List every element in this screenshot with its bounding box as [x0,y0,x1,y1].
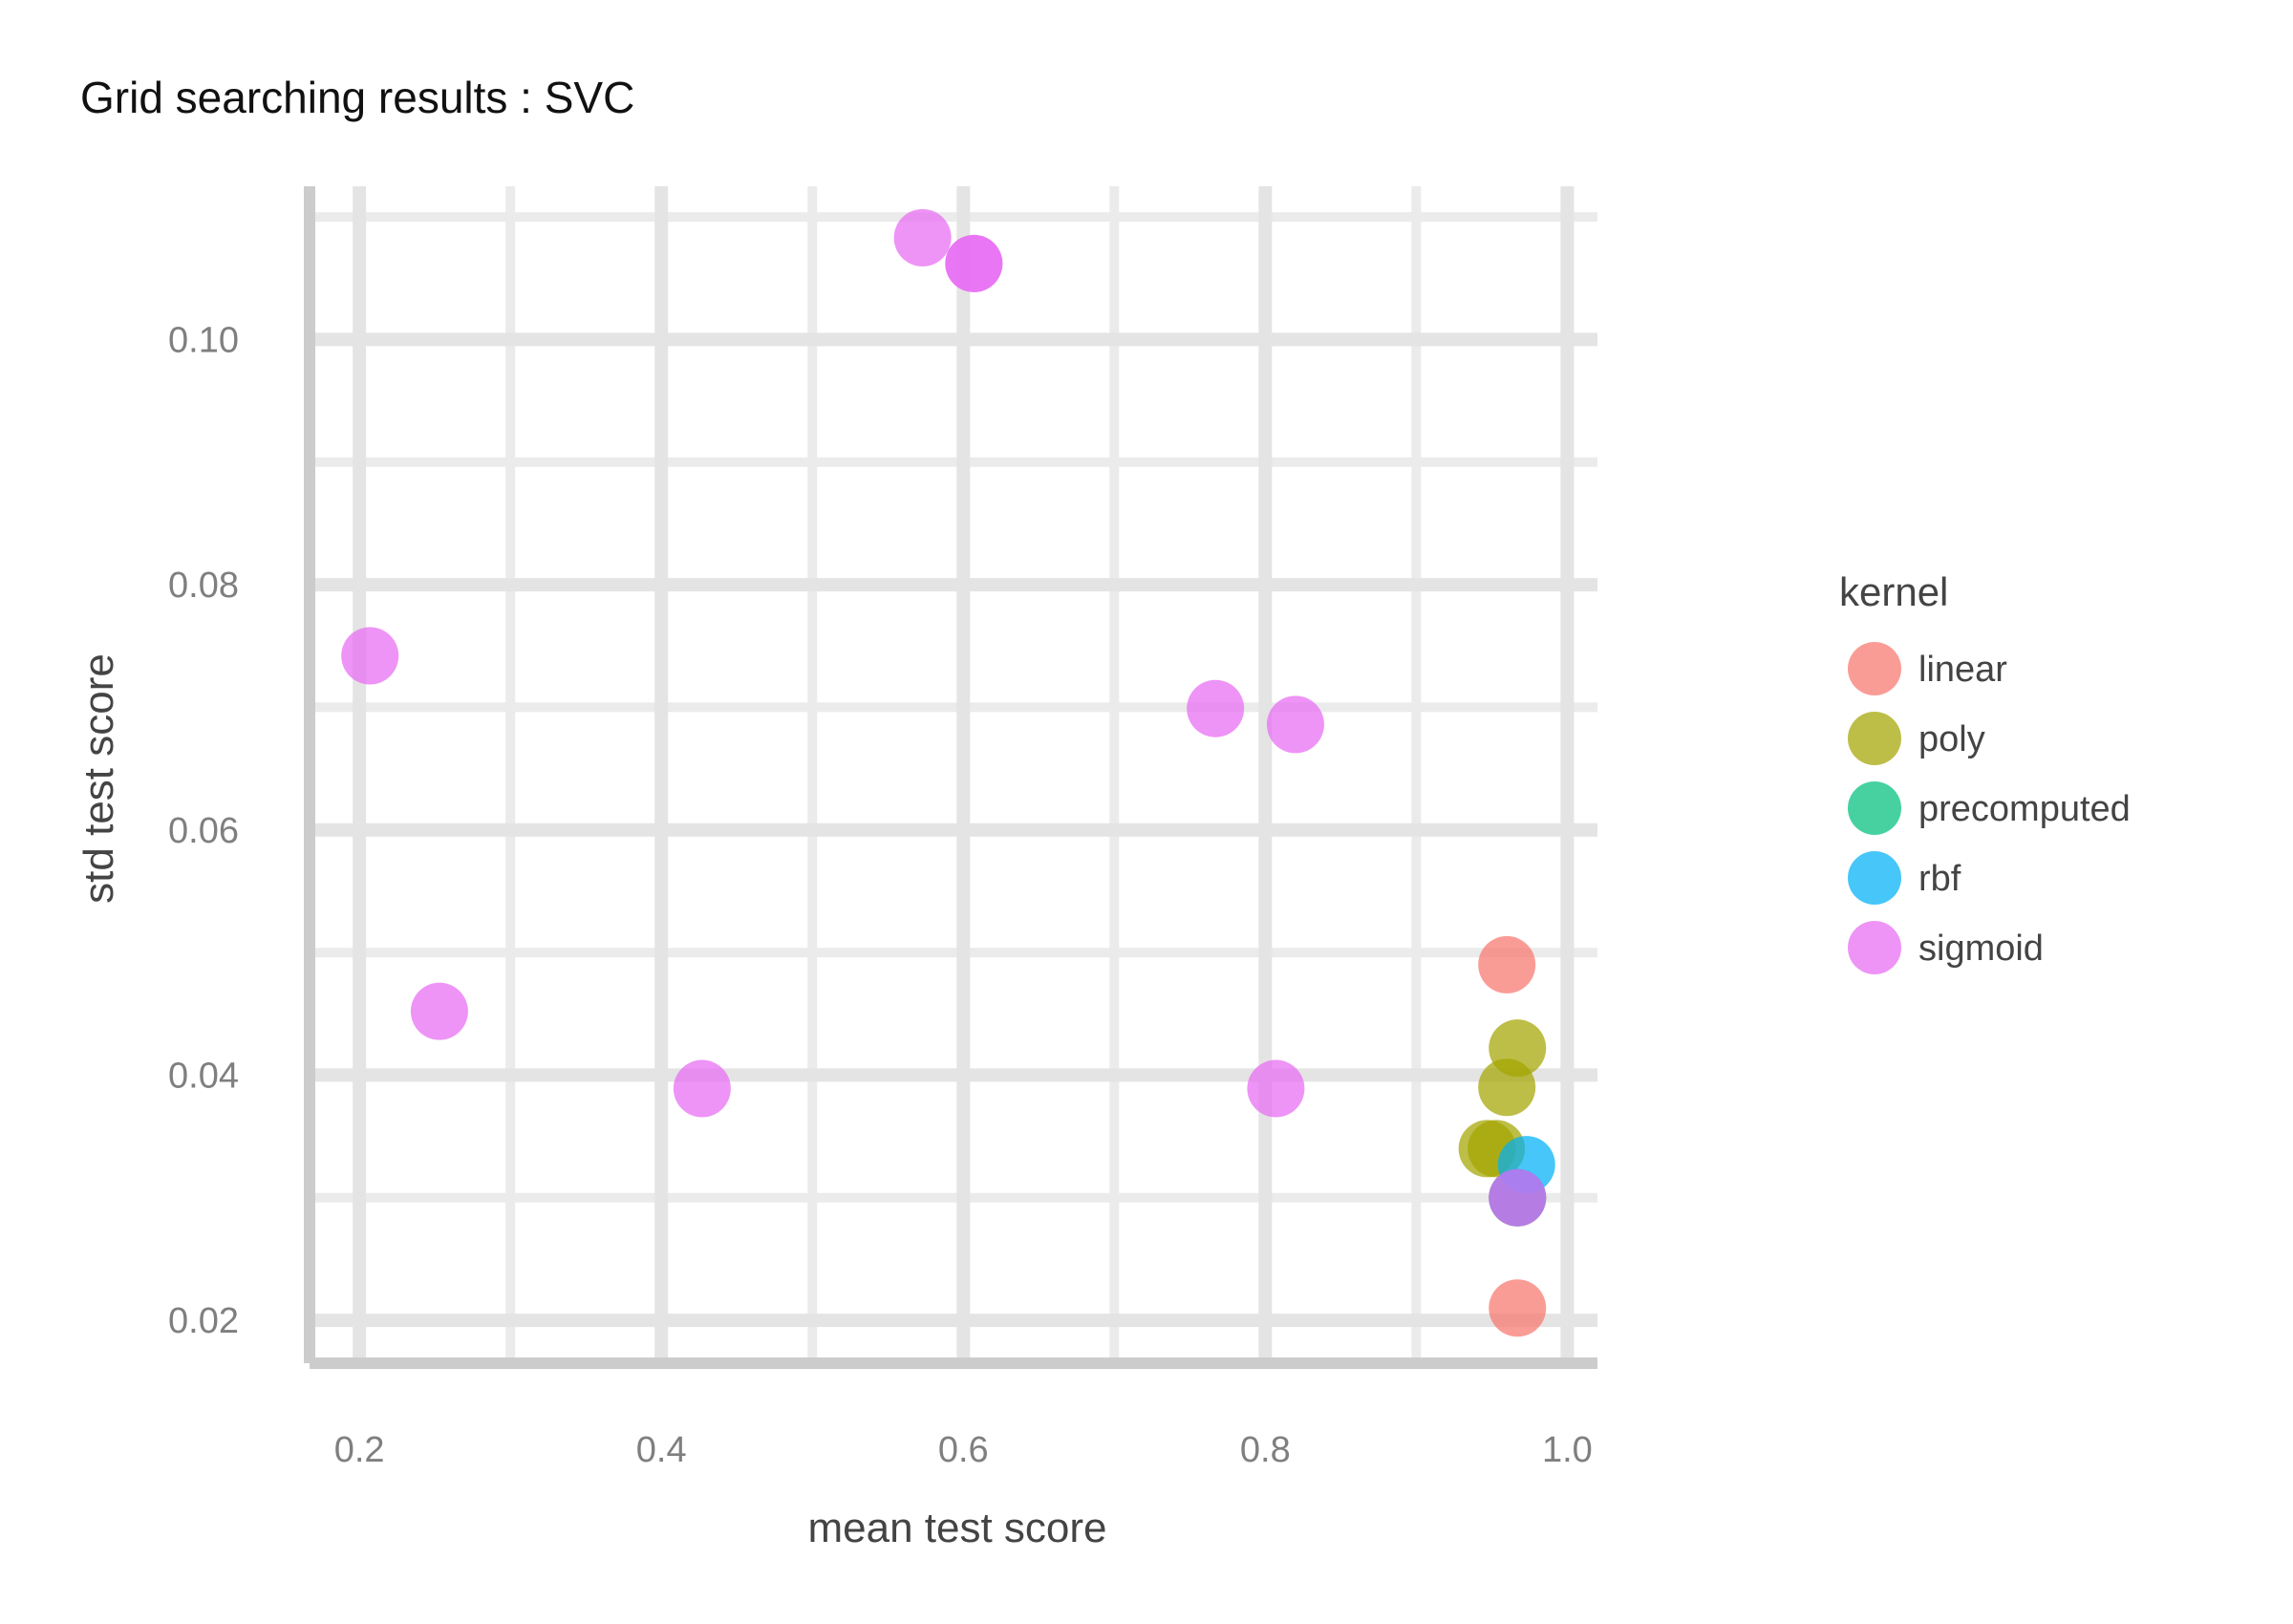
y-tick-labels: 0.02 0.04 0.06 0.08 0.10 [168,320,239,1341]
legend: kernel linear poly precomputed rbf sigmoid [1839,569,2131,974]
point-linear [1489,1279,1547,1337]
point-sigmoid [893,208,952,267]
point-sigmoid [1187,679,1245,737]
x-tick-label: 0.4 [636,1430,687,1470]
point-sigmoid [1247,1059,1305,1118]
legend-label-linear: linear [1918,650,2007,690]
axes [304,186,1597,1369]
y-axis-title: std test score [75,653,122,904]
legend-label-poly: poly [1918,719,1985,759]
x-tick-labels: 0.2 0.4 0.6 0.8 1.0 [334,1430,1593,1470]
point-linear [1478,935,1536,994]
legend-items: linear poly precomputed rbf sigmoid [1848,642,2131,974]
y-tick-label: 0.08 [168,566,239,606]
x-tick-label: 0.6 [938,1430,989,1470]
y-tick-label: 0.02 [168,1301,239,1341]
grid-lines [310,186,1597,1363]
point-sigmoid [1489,1168,1547,1227]
legend-key-linear [1848,642,1901,695]
data-points [341,208,1555,1337]
legend-key-poly [1848,712,1901,765]
legend-title: kernel [1839,569,1948,614]
legend-label-rbf: rbf [1918,859,1961,899]
x-tick-label: 0.2 [334,1430,385,1470]
y-tick-label: 0.10 [168,320,239,360]
legend-key-rbf [1848,851,1901,905]
chart-title: Grid searching results : SVC [80,73,634,122]
point-sigmoid [410,982,468,1040]
point-sigmoid [1266,695,1324,754]
x-tick-label: 1.0 [1542,1430,1593,1470]
x-tick-label: 0.8 [1240,1430,1291,1470]
x-axis-title: mean test score [807,1505,1106,1551]
y-tick-label: 0.06 [168,811,239,851]
legend-label-precomputed: precomputed [1918,789,2131,829]
legend-key-precomputed [1848,781,1901,835]
point-sigmoid [673,1059,731,1118]
y-tick-label: 0.04 [168,1056,239,1096]
point-poly [1478,1058,1536,1117]
legend-label-sigmoid: sigmoid [1918,929,2044,969]
point-sigmoid [945,234,1003,292]
legend-key-sigmoid [1848,921,1901,974]
point-sigmoid [341,627,399,685]
